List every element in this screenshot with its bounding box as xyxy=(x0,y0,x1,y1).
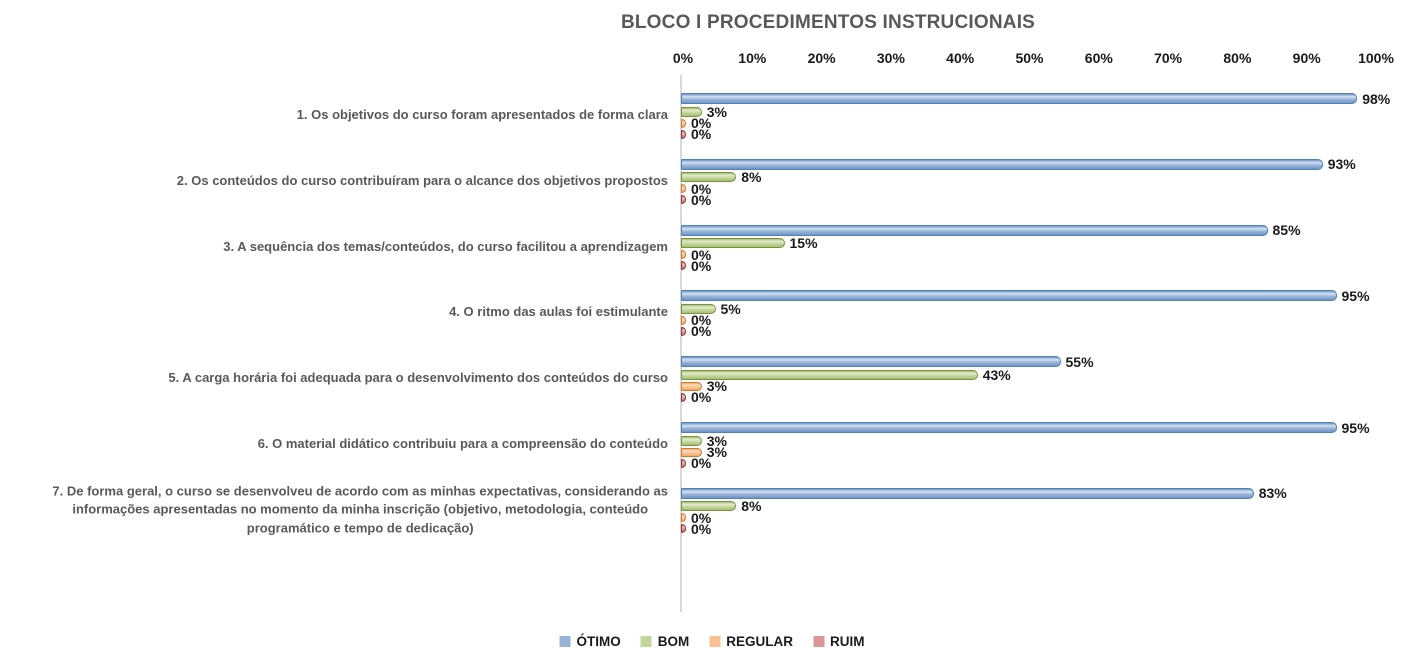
bar-otimo-q5 xyxy=(681,356,1061,368)
bar-ruim-q7 xyxy=(681,524,686,534)
x-axis-tick-100pct: 100% xyxy=(1358,50,1394,66)
legend-swatch-bom xyxy=(640,636,652,647)
data-label-ruim-q1: 0% xyxy=(691,126,712,142)
data-label-ruim-q3: 0% xyxy=(691,257,712,274)
data-label-regular-q4: 0% xyxy=(691,312,712,329)
data-label-regular-q5: 3% xyxy=(706,378,727,395)
legend-swatch-otimo xyxy=(559,636,571,647)
bar-bom-q7 xyxy=(681,501,737,512)
data-label-regular-q3: 0% xyxy=(691,246,712,263)
bar-bom-q5 xyxy=(681,369,978,380)
bar-regular-q6 xyxy=(681,447,702,457)
bar-ruim-q6 xyxy=(681,458,686,468)
legend-item-regular: REGULAR xyxy=(709,634,793,649)
bar-bom-q6 xyxy=(681,435,702,446)
bar-bom-q1 xyxy=(681,106,702,117)
category-label-q6: 6. O material didático contribuiu para a… xyxy=(257,435,668,451)
legend-item-ruim: RUIM xyxy=(813,634,865,649)
legend-item-bom: BOM xyxy=(640,634,690,649)
data-label-bom-q3: 15% xyxy=(789,235,818,252)
data-label-bom-q7: 8% xyxy=(741,498,762,515)
bar-ruim-q2 xyxy=(681,195,686,205)
bar-ruim-q4 xyxy=(681,326,686,336)
legend-swatch-ruim xyxy=(813,636,824,647)
chart-title: BLOCO I PROCEDIMENTOS INSTRUCIONAIS xyxy=(620,12,1036,33)
data-label-ruim-q6: 0% xyxy=(691,455,712,471)
x-axis-tick-60pct: 60% xyxy=(1084,50,1113,66)
x-axis-tick-70pct: 70% xyxy=(1154,50,1183,66)
data-label-bom-q1: 3% xyxy=(706,103,727,120)
data-label-regular-q1: 0% xyxy=(691,115,712,131)
bar-bom-q3 xyxy=(681,238,785,249)
data-label-bom-q2: 8% xyxy=(741,169,762,186)
category-label-q3: 3. A sequência dos temas/conteúdos, do c… xyxy=(223,238,668,254)
x-axis-tick-90pct: 90% xyxy=(1292,50,1321,66)
category-label-q7: 7. De forma geral, o curso se desenvolve… xyxy=(52,483,668,536)
bar-bom-q2 xyxy=(681,172,737,183)
data-label-ruim-q2: 0% xyxy=(691,191,712,208)
legend-label-regular: REGULAR xyxy=(726,634,793,649)
data-label-otimo-q4: 95% xyxy=(1341,287,1370,304)
data-label-regular-q7: 0% xyxy=(691,509,712,526)
bar-ruim-q5 xyxy=(681,392,686,402)
data-label-ruim-q5: 0% xyxy=(691,389,712,406)
data-label-regular-q2: 0% xyxy=(691,180,712,197)
bar-otimo-q3 xyxy=(681,224,1268,236)
bar-ruim-q3 xyxy=(681,261,686,271)
x-axis-tick-50pct: 50% xyxy=(1015,50,1044,66)
bar-otimo-q2 xyxy=(681,158,1323,170)
data-label-otimo-q7: 83% xyxy=(1258,485,1287,502)
bar-otimo-q7 xyxy=(681,487,1254,499)
bar-regular-q2 xyxy=(681,184,686,194)
bar-regular-q4 xyxy=(681,315,686,325)
data-label-otimo-q3: 85% xyxy=(1272,222,1301,239)
x-axis-tick-20pct: 20% xyxy=(807,50,836,66)
legend-swatch-regular xyxy=(709,636,721,647)
data-label-bom-q6: 3% xyxy=(706,432,727,449)
y-axis-line xyxy=(680,75,682,612)
bar-regular-q7 xyxy=(681,513,686,523)
legend-label-ruim: RUIM xyxy=(830,634,865,649)
bar-otimo-q1 xyxy=(681,93,1358,104)
data-label-otimo-q5: 55% xyxy=(1065,353,1094,370)
data-label-otimo-q6: 95% xyxy=(1341,419,1370,436)
bar-regular-q5 xyxy=(681,381,702,391)
bar-regular-q1 xyxy=(681,118,686,128)
x-axis-tick-80pct: 80% xyxy=(1223,50,1252,66)
data-label-regular-q6: 3% xyxy=(706,444,727,460)
x-axis-tick-40pct: 40% xyxy=(946,50,975,66)
x-axis-tick-0pct: 0% xyxy=(672,50,694,66)
bar-regular-q3 xyxy=(681,250,686,260)
data-label-ruim-q4: 0% xyxy=(691,323,712,340)
legend-label-otimo: ÓTIMO xyxy=(576,634,621,649)
bar-otimo-q4 xyxy=(681,290,1337,302)
data-label-otimo-q2: 93% xyxy=(1327,156,1356,173)
data-label-bom-q5: 43% xyxy=(982,366,1011,383)
x-axis-tick-30pct: 30% xyxy=(876,50,905,66)
category-label-q1: 1. Os objetivos do curso foram apresenta… xyxy=(296,106,668,122)
bar-bom-q4 xyxy=(681,303,716,314)
legend-label-bom: BOM xyxy=(657,634,690,649)
bar-ruim-q1 xyxy=(681,129,686,139)
legend-item-otimo: ÓTIMO xyxy=(559,634,621,649)
data-label-otimo-q1: 98% xyxy=(1362,90,1391,107)
category-label-q4: 4. O ritmo das aulas foi estimulante xyxy=(449,304,668,320)
category-label-q2: 2. Os conteúdos do curso contribuíram pa… xyxy=(176,172,668,188)
bar-otimo-q6 xyxy=(681,422,1337,433)
data-label-bom-q4: 5% xyxy=(720,300,741,317)
data-label-ruim-q7: 0% xyxy=(691,520,712,537)
legend: ÓTIMO BOM REGULAR RUIM xyxy=(559,634,865,649)
category-label-q5: 5. A carga horária foi adequada para o d… xyxy=(168,369,668,385)
x-axis-tick-10pct: 10% xyxy=(738,50,767,66)
